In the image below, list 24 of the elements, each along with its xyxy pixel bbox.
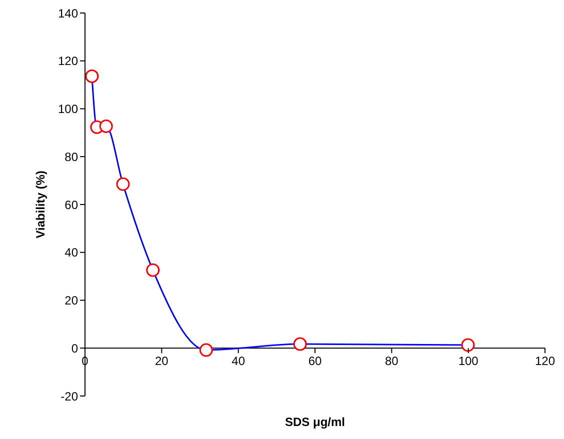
point [116, 177, 130, 191]
y-tick-label: 40 [64, 246, 78, 260]
point [146, 263, 160, 277]
y-tick-label: 20 [64, 294, 78, 308]
x-tick-label: 100 [458, 354, 479, 368]
x-tick-label: 40 [232, 354, 246, 368]
y-tick-label: 120 [58, 54, 78, 68]
x-tick-label: 120 [534, 354, 556, 368]
y-tick-label: -20 [60, 389, 78, 404]
y-tick-label: 0 [71, 341, 78, 356]
point [461, 338, 475, 352]
point [99, 119, 113, 133]
x-tick-label: 60 [308, 354, 322, 368]
y-axis-title: Viability (%) [33, 170, 48, 238]
point [85, 69, 99, 83]
x-tick-label: 20 [154, 354, 169, 368]
point [199, 343, 213, 357]
y-tick-label: 100 [58, 102, 78, 116]
x-axis-title: SDS μg/ml [284, 415, 346, 429]
point [293, 337, 307, 351]
y-tick-label: 140 [58, 6, 78, 20]
x-tick-label: 80 [384, 354, 399, 368]
y-tick-label: 80 [64, 150, 78, 164]
y-tick-label: 60 [64, 198, 78, 212]
